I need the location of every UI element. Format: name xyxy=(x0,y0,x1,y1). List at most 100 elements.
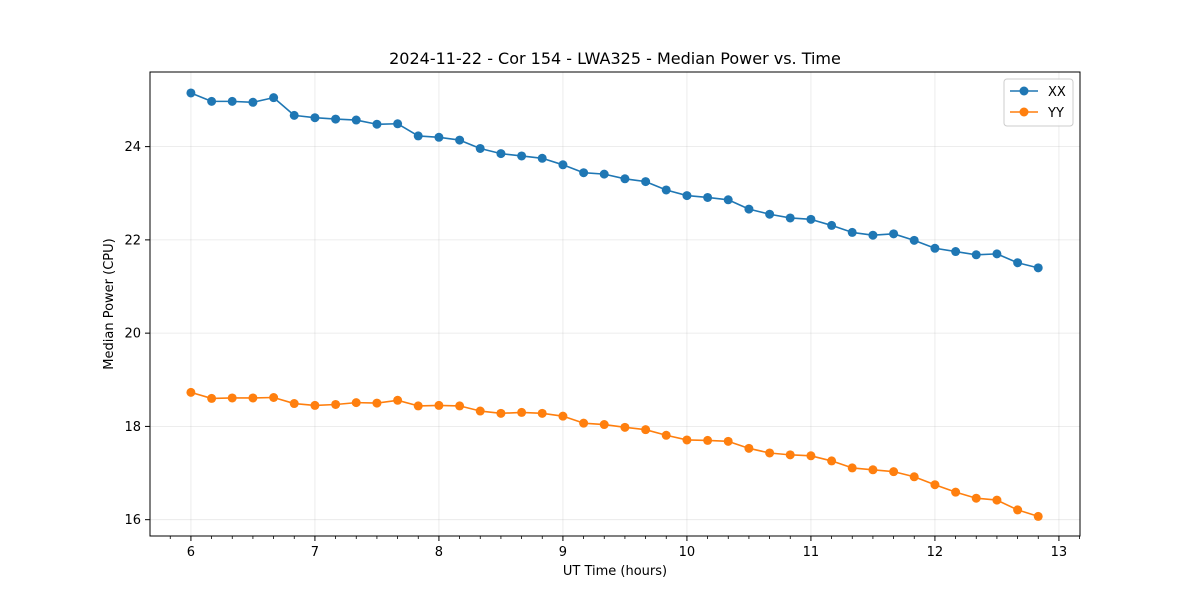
data-point-yy xyxy=(269,393,279,402)
data-point-yy xyxy=(641,425,651,435)
data-point-xx xyxy=(661,185,671,195)
grid xyxy=(150,72,1080,536)
legend-label-xx: XX xyxy=(1048,85,1066,100)
data-point-yy xyxy=(661,430,671,440)
data-point-yy xyxy=(475,406,485,416)
data-point-yy xyxy=(248,393,258,403)
x-tick-label: 13 xyxy=(1051,545,1068,560)
data-point-yy xyxy=(889,467,899,477)
y-tick-label: 18 xyxy=(124,420,141,435)
data-point-xx xyxy=(744,204,754,214)
data-point-yy xyxy=(847,463,857,473)
data-point-yy xyxy=(537,408,547,418)
x-tick-label: 8 xyxy=(435,545,443,560)
data-point-xx xyxy=(351,115,361,125)
data-point-yy xyxy=(992,495,1002,505)
data-point-yy xyxy=(723,436,733,446)
data-point-xx xyxy=(289,110,299,120)
y-tick-label: 16 xyxy=(124,513,141,528)
data-point-xx xyxy=(310,113,320,123)
data-point-yy xyxy=(785,450,795,460)
x-axis-label: UT Time (hours) xyxy=(563,564,667,579)
data-point-xx xyxy=(517,151,527,161)
data-point-yy xyxy=(310,400,320,410)
data-point-xx xyxy=(641,177,651,187)
data-point-yy xyxy=(558,411,568,421)
data-point-yy xyxy=(1033,511,1043,521)
data-point-xx xyxy=(1033,263,1043,273)
data-point-xx xyxy=(703,192,713,202)
data-point-yy xyxy=(703,435,713,445)
data-point-yy xyxy=(971,493,981,503)
data-point-xx xyxy=(1013,258,1023,268)
data-point-xx xyxy=(971,250,981,260)
data-point-yy xyxy=(951,487,961,497)
x-tick-label: 6 xyxy=(187,545,195,560)
data-point-xx xyxy=(847,227,857,237)
data-point-yy xyxy=(765,448,775,458)
data-point-yy xyxy=(227,393,237,403)
data-point-yy xyxy=(413,401,423,411)
data-point-xx xyxy=(186,88,196,98)
data-point-xx xyxy=(827,220,837,230)
y-tick-label: 20 xyxy=(124,327,141,342)
data-point-yy xyxy=(1013,505,1023,515)
data-point-yy xyxy=(289,399,299,409)
legend-marker-xx xyxy=(1019,86,1029,96)
data-point-yy xyxy=(455,401,465,411)
data-point-xx xyxy=(455,135,465,145)
series-layer xyxy=(186,88,1043,521)
data-point-yy xyxy=(496,408,506,418)
plot-frame xyxy=(149,71,1081,537)
legend: XX YY xyxy=(1003,78,1074,127)
data-point-xx xyxy=(434,132,444,142)
legend-marker-yy xyxy=(1019,107,1029,117)
legend-label-yy: YY xyxy=(1047,106,1064,121)
chart-title: 2024-11-22 - Cor 154 - LWA325 - Median P… xyxy=(389,49,841,68)
data-point-yy xyxy=(682,435,692,445)
x-tick-label: 10 xyxy=(679,545,696,560)
data-point-xx xyxy=(579,168,589,178)
data-point-yy xyxy=(393,395,403,405)
data-point-xx xyxy=(558,160,568,170)
data-point-xx xyxy=(331,114,341,124)
x-tick-label: 7 xyxy=(311,545,319,560)
data-point-xx xyxy=(475,143,485,153)
data-point-yy xyxy=(930,480,940,490)
data-point-xx xyxy=(909,235,919,245)
data-point-yy xyxy=(186,387,196,397)
data-point-yy xyxy=(331,399,341,409)
data-point-xx xyxy=(496,149,506,159)
data-point-xx xyxy=(765,209,775,219)
data-point-xx xyxy=(393,119,403,129)
data-point-xx xyxy=(723,195,733,205)
data-point-yy xyxy=(868,465,878,475)
x-tick-label: 11 xyxy=(803,545,820,560)
data-point-yy xyxy=(744,443,754,453)
data-point-yy xyxy=(599,420,609,430)
data-point-xx xyxy=(785,213,795,223)
data-point-xx xyxy=(227,96,237,106)
data-point-xx xyxy=(248,97,258,107)
data-point-xx xyxy=(207,96,217,106)
data-point-xx xyxy=(951,247,961,257)
data-point-yy xyxy=(372,398,382,408)
data-point-yy xyxy=(806,451,816,461)
data-point-xx xyxy=(992,249,1002,259)
data-point-xx xyxy=(806,214,816,224)
data-point-yy xyxy=(517,407,527,417)
x-tick-label: 12 xyxy=(927,545,944,560)
data-point-yy xyxy=(434,400,444,410)
y-tick-label: 24 xyxy=(124,140,141,155)
data-point-yy xyxy=(207,393,217,403)
data-point-xx xyxy=(930,243,940,253)
y-tick-label: 22 xyxy=(124,233,141,248)
y-axis-label: Median Power (CPU) xyxy=(102,238,117,369)
data-point-yy xyxy=(620,422,630,432)
data-point-xx xyxy=(372,119,382,129)
data-point-xx xyxy=(620,174,630,184)
series-line-yy xyxy=(190,391,1039,518)
data-point-xx xyxy=(413,131,423,141)
